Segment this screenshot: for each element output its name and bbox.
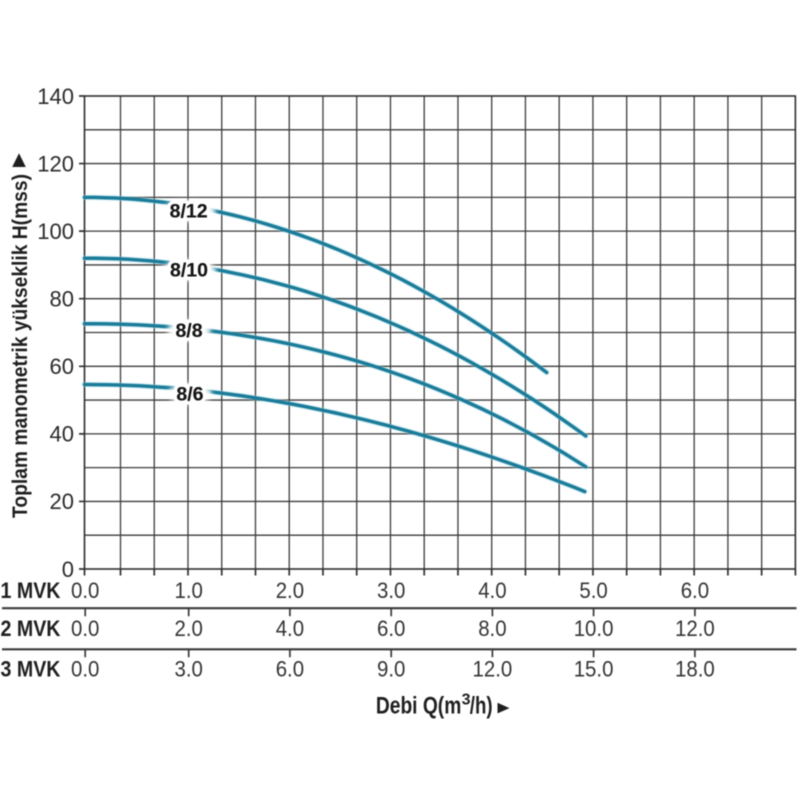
svg-text:60: 60 <box>50 354 74 379</box>
svg-text:0: 0 <box>62 557 74 582</box>
svg-text:8/10: 8/10 <box>170 260 208 282</box>
svg-text:100: 100 <box>37 219 74 244</box>
svg-text:0.0: 0.0 <box>71 616 99 641</box>
svg-text:12.0: 12.0 <box>473 656 513 681</box>
svg-text:2.0: 2.0 <box>175 616 203 641</box>
svg-text:Toplam manometrik yükseklik H(: Toplam manometrik yükseklik H(mss) <box>9 174 32 518</box>
svg-text:1 MVK: 1 MVK <box>1 578 61 603</box>
svg-text:3.0: 3.0 <box>175 656 203 681</box>
svg-text:6.0: 6.0 <box>377 616 405 641</box>
svg-text:1.0: 1.0 <box>175 578 203 603</box>
svg-text:9.0: 9.0 <box>377 656 405 681</box>
svg-text:8.0: 8.0 <box>478 616 506 641</box>
svg-text:3: 3 <box>462 692 471 709</box>
svg-text:3.0: 3.0 <box>377 578 405 603</box>
svg-text:6.0: 6.0 <box>681 578 709 603</box>
svg-text:8/10: 8/10 <box>170 260 208 282</box>
svg-text:80: 80 <box>50 287 74 312</box>
svg-text:5.0: 5.0 <box>579 578 607 603</box>
svg-text:8/12: 8/12 <box>170 200 208 222</box>
svg-text:0.0: 0.0 <box>71 656 99 681</box>
svg-text:Debi Q(m: Debi Q(m <box>376 693 461 720</box>
svg-text:120: 120 <box>37 151 74 176</box>
svg-text:140: 140 <box>37 84 74 109</box>
svg-text:12.0: 12.0 <box>675 616 715 641</box>
svg-text:3 MVK: 3 MVK <box>1 656 61 681</box>
svg-text:4.0: 4.0 <box>276 616 304 641</box>
svg-text:2.0: 2.0 <box>276 578 304 603</box>
svg-text:8/12: 8/12 <box>170 200 208 222</box>
svg-text:8/8: 8/8 <box>175 320 202 342</box>
svg-text:40: 40 <box>50 422 74 447</box>
svg-text:20: 20 <box>50 489 74 514</box>
svg-text:0.0: 0.0 <box>71 578 99 603</box>
svg-text:4.0: 4.0 <box>478 578 506 603</box>
svg-text:8/6: 8/6 <box>176 383 203 405</box>
svg-text:8/8: 8/8 <box>175 320 202 342</box>
svg-text:/h): /h) <box>470 693 493 720</box>
svg-text:10.0: 10.0 <box>574 616 614 641</box>
svg-text:6.0: 6.0 <box>276 656 304 681</box>
svg-text:15.0: 15.0 <box>574 656 614 681</box>
svg-text:8/6: 8/6 <box>176 383 203 405</box>
svg-text:18.0: 18.0 <box>675 656 715 681</box>
svg-text:2 MVK: 2 MVK <box>1 616 61 641</box>
